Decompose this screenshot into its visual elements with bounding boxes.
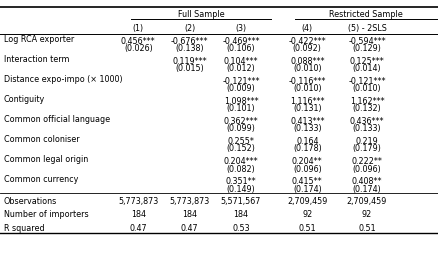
- Text: (0.178): (0.178): [292, 144, 321, 154]
- Text: (0.106): (0.106): [226, 44, 255, 53]
- Text: 0.255*: 0.255*: [227, 137, 254, 146]
- Text: (1): (1): [132, 23, 144, 33]
- Text: (0.179): (0.179): [352, 144, 381, 154]
- Text: 0.119***: 0.119***: [172, 57, 206, 66]
- Text: 5,571,567: 5,571,567: [220, 197, 261, 206]
- Text: 5,773,873: 5,773,873: [169, 197, 209, 206]
- Text: (0.096): (0.096): [292, 164, 321, 174]
- Text: (0.010): (0.010): [292, 64, 321, 73]
- Text: 0.47: 0.47: [129, 223, 147, 233]
- Text: 0.53: 0.53: [232, 223, 249, 233]
- Text: Full Sample: Full Sample: [177, 10, 224, 19]
- Text: 1.098***: 1.098***: [223, 97, 258, 106]
- Text: (0.149): (0.149): [226, 184, 255, 194]
- Text: (0.096): (0.096): [352, 164, 381, 174]
- Text: R squared: R squared: [4, 223, 44, 233]
- Text: 184: 184: [182, 210, 197, 219]
- Text: 1.116***: 1.116***: [290, 97, 324, 106]
- Text: (5) - 2SLS: (5) - 2SLS: [347, 23, 385, 33]
- Text: 0.51: 0.51: [357, 223, 375, 233]
- Text: Common legal origin: Common legal origin: [4, 155, 88, 164]
- Text: (0.132): (0.132): [352, 104, 381, 113]
- Text: 0.219: 0.219: [355, 137, 378, 146]
- Text: -0.676***: -0.676***: [170, 37, 208, 46]
- Text: (2): (2): [184, 23, 195, 33]
- Text: 184: 184: [131, 210, 145, 219]
- Text: -0.116***: -0.116***: [288, 77, 325, 86]
- Text: 0.51: 0.51: [298, 223, 315, 233]
- Text: Number of importers: Number of importers: [4, 210, 88, 219]
- Text: (0.014): (0.014): [352, 64, 381, 73]
- Text: Interaction term: Interaction term: [4, 55, 69, 64]
- Text: Log RCA exporter: Log RCA exporter: [4, 35, 74, 44]
- Text: 0.088***: 0.088***: [290, 57, 324, 66]
- Text: 0.164: 0.164: [295, 137, 318, 146]
- Text: Common official language: Common official language: [4, 115, 110, 124]
- Text: -0.422***: -0.422***: [288, 37, 325, 46]
- Text: 0.362***: 0.362***: [223, 117, 258, 126]
- Text: 0.413***: 0.413***: [290, 117, 324, 126]
- Text: 184: 184: [233, 210, 248, 219]
- Text: Observations: Observations: [4, 197, 57, 206]
- Text: (0.010): (0.010): [352, 84, 381, 93]
- Text: Common coloniser: Common coloniser: [4, 135, 79, 144]
- Text: 92: 92: [361, 210, 371, 219]
- Text: 0.125***: 0.125***: [349, 57, 384, 66]
- Text: Contiguity: Contiguity: [4, 95, 45, 104]
- Text: (4): (4): [301, 23, 312, 33]
- Text: (0.012): (0.012): [226, 64, 255, 73]
- Text: 0.47: 0.47: [180, 223, 198, 233]
- Text: (0.133): (0.133): [292, 124, 321, 134]
- Text: (3): (3): [235, 23, 246, 33]
- Text: (0.092): (0.092): [292, 44, 321, 53]
- Text: -0.121***: -0.121***: [347, 77, 385, 86]
- Text: 0.351**: 0.351**: [225, 177, 256, 186]
- Text: 5,773,873: 5,773,873: [118, 197, 158, 206]
- Text: (0.152): (0.152): [226, 144, 255, 154]
- Text: 0.436***: 0.436***: [349, 117, 383, 126]
- Text: (0.101): (0.101): [226, 104, 255, 113]
- Text: (0.026): (0.026): [124, 44, 152, 53]
- Text: 2,709,459: 2,709,459: [286, 197, 327, 206]
- Text: 0.204**: 0.204**: [291, 157, 322, 166]
- Text: 1.162***: 1.162***: [349, 97, 383, 106]
- Text: (0.129): (0.129): [352, 44, 381, 53]
- Text: 0.408**: 0.408**: [351, 177, 381, 186]
- Text: 92: 92: [301, 210, 312, 219]
- Text: (0.174): (0.174): [352, 184, 381, 194]
- Text: (0.009): (0.009): [226, 84, 255, 93]
- Text: 2,709,459: 2,709,459: [346, 197, 386, 206]
- Text: 0.415**: 0.415**: [291, 177, 322, 186]
- Text: (0.131): (0.131): [292, 104, 321, 113]
- Text: (0.015): (0.015): [175, 64, 204, 73]
- Text: (0.099): (0.099): [226, 124, 255, 134]
- Text: -0.121***: -0.121***: [222, 77, 259, 86]
- Text: -0.469***: -0.469***: [222, 37, 259, 46]
- Text: (0.138): (0.138): [175, 44, 204, 53]
- Text: Restricted Sample: Restricted Sample: [328, 10, 402, 19]
- Text: (0.010): (0.010): [292, 84, 321, 93]
- Text: 0.204***: 0.204***: [223, 157, 258, 166]
- Text: (0.133): (0.133): [352, 124, 381, 134]
- Text: 0.456***: 0.456***: [121, 37, 155, 46]
- Text: 0.222**: 0.222**: [351, 157, 381, 166]
- Text: -0.594***: -0.594***: [347, 37, 385, 46]
- Text: Distance expo-impo (× 1000): Distance expo-impo (× 1000): [4, 75, 122, 84]
- Text: Common currency: Common currency: [4, 175, 78, 184]
- Text: 0.104***: 0.104***: [223, 57, 258, 66]
- Text: (0.082): (0.082): [226, 164, 255, 174]
- Text: (0.174): (0.174): [292, 184, 321, 194]
